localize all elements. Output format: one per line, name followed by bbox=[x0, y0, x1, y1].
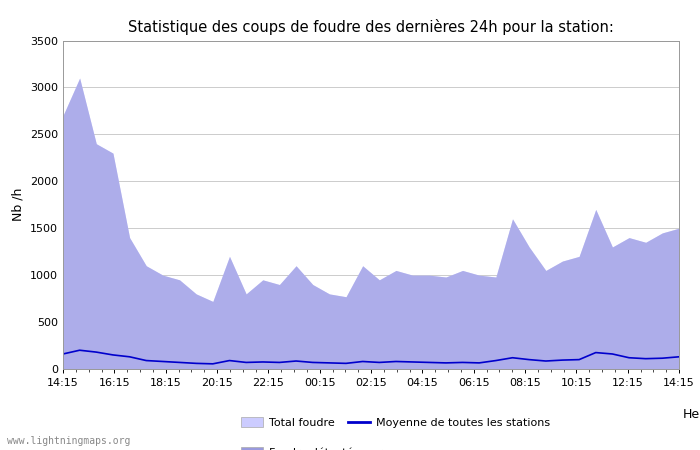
Text: www.lightningmaps.org: www.lightningmaps.org bbox=[7, 436, 130, 446]
Title: Statistique des coups de foudre des dernières 24h pour la station:: Statistique des coups de foudre des dern… bbox=[128, 19, 614, 35]
Y-axis label: Nb /h: Nb /h bbox=[11, 188, 25, 221]
Text: Heure: Heure bbox=[683, 408, 700, 421]
Legend: Foudre détectée par: Foudre détectée par bbox=[241, 447, 382, 450]
